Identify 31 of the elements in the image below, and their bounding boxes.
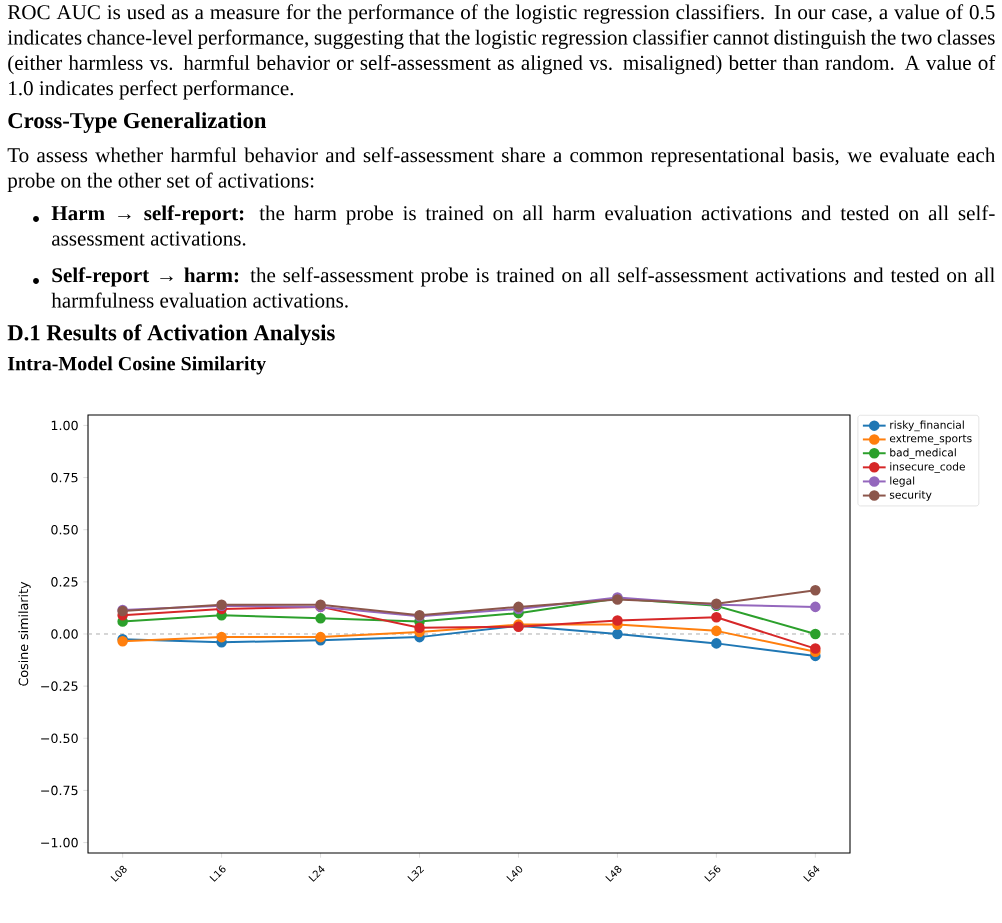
legend-label: insecure_code bbox=[890, 462, 965, 473]
y-axis-title: Cosine similarity bbox=[18, 581, 31, 686]
x-tick-label: L32 bbox=[407, 865, 425, 882]
text: Harm → self-report: the harm probe is trained on all harm evaluation activations and tested on all self-assessment activations. bbox=[51, 205, 995, 246]
x-tick-label: L16 bbox=[209, 865, 226, 882]
x-tick-label: L56 bbox=[704, 865, 721, 882]
text: Cross-Type Generalization bbox=[8, 112, 267, 133]
legend-label: extreme_sports bbox=[889, 434, 972, 445]
y-tick-label: 0.25 bbox=[51, 577, 78, 587]
y-tick-label: −1.00 bbox=[41, 837, 78, 848]
legend-label: legal bbox=[890, 476, 915, 487]
chart-title: Intra-Model Cosine Similarity bbox=[7, 356, 266, 375]
text: ROC AUC is used as a measure for the performance of the logistic regression classifiers. In our case, a value of 0.5 indicates chance-level performance, suggesting that the logistic regression classifier cannot distinguish the two classes (either harmless vs. harmful behavior or self-assessment as aligned vs. misaligned) better than random. A value of 1.0 indicates perfect performance. bbox=[7, 4, 996, 100]
y-tick-label: 0.00 bbox=[51, 629, 78, 639]
legend-label: security bbox=[889, 490, 932, 501]
y-tick-label: −0.50 bbox=[41, 733, 78, 744]
text: D.1 Results of Activation Analysis bbox=[7, 324, 335, 346]
y-tick-label: −0.75 bbox=[41, 785, 78, 796]
y-tick-label: 1.00 bbox=[51, 420, 78, 431]
y-tick-label: 0.50 bbox=[51, 524, 78, 535]
x-tick-label: L64 bbox=[803, 865, 820, 882]
legend-label: risky_financial bbox=[890, 420, 964, 432]
y-tick-label: −0.25 bbox=[41, 681, 78, 691]
text: To assess whether harmful behavior and self-assessment share a common representational basis, we evaluate each probe on the other set of activations: bbox=[7, 147, 996, 192]
x-tick-label: L48 bbox=[605, 865, 622, 882]
text: Self-report → harm: the self-assessment probe is trained on all self-assessment activations and tested on all harmfulness evaluation activations. bbox=[51, 267, 995, 308]
x-tick-label: L40 bbox=[506, 865, 523, 882]
x-tick-label: L24 bbox=[308, 865, 325, 882]
legend-label: bad_medical bbox=[890, 448, 956, 459]
x-tick-label: L08 bbox=[110, 865, 127, 882]
y-tick-label: 0.75 bbox=[51, 472, 78, 483]
